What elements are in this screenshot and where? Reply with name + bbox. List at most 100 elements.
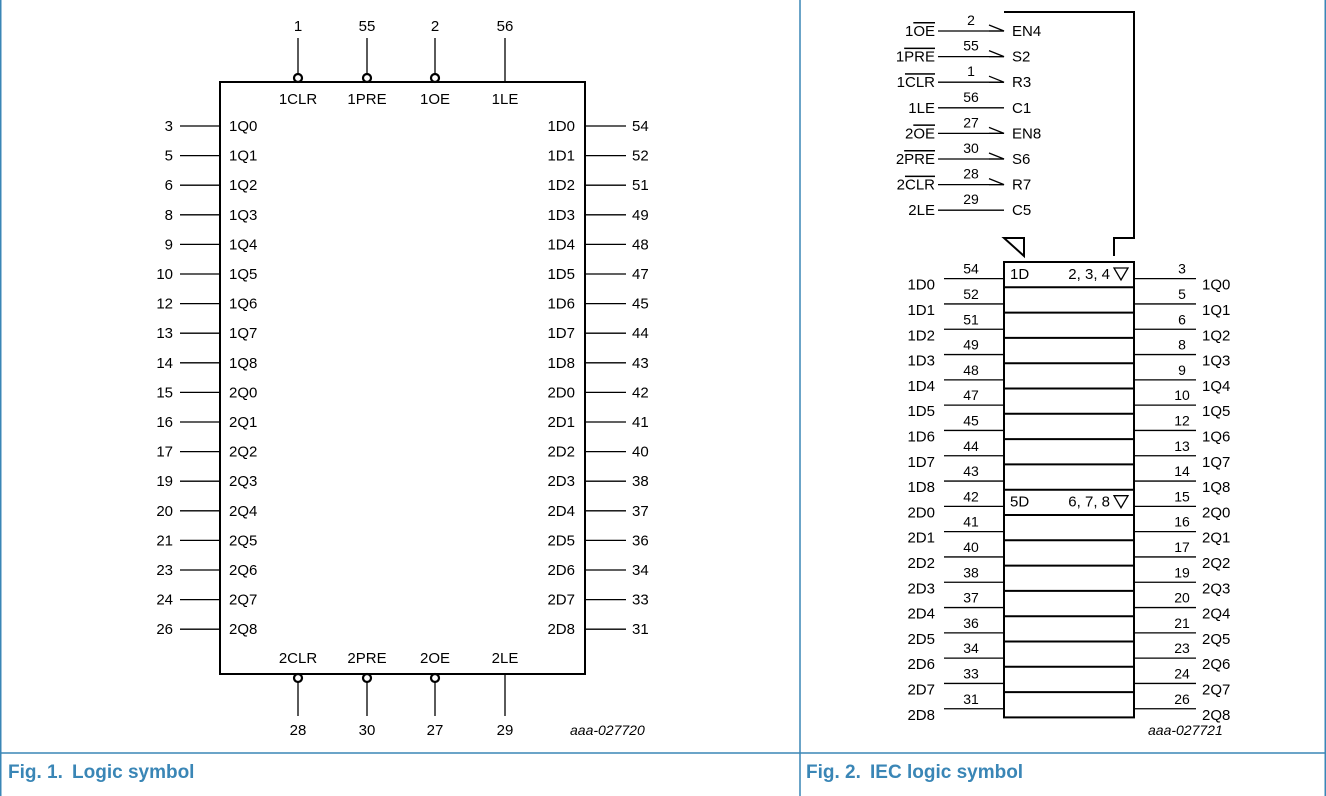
- pin-number: 2: [967, 12, 975, 28]
- inversion-bubble: [431, 674, 439, 682]
- pin-label: 2D0: [547, 384, 575, 401]
- output-label: 2Q4: [1202, 606, 1230, 623]
- input-label: 2D0: [907, 504, 935, 521]
- pin-number: 51: [632, 177, 649, 194]
- pin-number: 16: [1174, 514, 1190, 530]
- pin-number: 23: [156, 562, 173, 579]
- pin-number: 20: [1174, 590, 1190, 606]
- pin-label: 1CLR: [279, 91, 318, 108]
- negation-indicator: [989, 179, 1004, 185]
- qualifier-label: EN4: [1012, 23, 1041, 40]
- output-label: 2Q7: [1202, 681, 1230, 698]
- signal-prefix: 2: [905, 125, 913, 142]
- pin-number: 55: [963, 38, 979, 54]
- signal-prefix: 1: [897, 74, 905, 91]
- qualifier-label: C5: [1012, 202, 1031, 219]
- pin-label: 2D2: [547, 444, 575, 461]
- pin-number: 1: [294, 18, 302, 35]
- pin-label: 1D4: [547, 236, 575, 253]
- pin-number: 42: [632, 384, 649, 401]
- pin-number: 30: [359, 722, 376, 739]
- signal-prefix: 1LE: [908, 100, 935, 117]
- input-label: 2D2: [907, 555, 935, 572]
- pin-label: 1D5: [547, 266, 575, 283]
- pin-number: 23: [1174, 640, 1190, 656]
- inversion-bubble: [294, 674, 302, 682]
- pin-label: 1Q7: [229, 325, 257, 342]
- pin-label: 1Q5: [229, 266, 257, 283]
- pin-number: 10: [156, 266, 173, 283]
- pin-label: 1D3: [547, 207, 575, 224]
- input-label: 1D1: [907, 302, 935, 319]
- output-label: 1Q4: [1202, 378, 1230, 395]
- signal-name: 2LE: [908, 202, 935, 219]
- output-label: 2Q6: [1202, 656, 1230, 673]
- output-delay-triangle: [1114, 496, 1128, 508]
- input-label: 2D5: [907, 631, 935, 648]
- pin-number: 34: [963, 640, 979, 656]
- pin-label: 1LE: [492, 91, 519, 108]
- input-label: 1D2: [907, 327, 935, 344]
- pin-number: 19: [156, 473, 173, 490]
- pin-number: 40: [632, 444, 649, 461]
- pin-label: 1D6: [547, 296, 575, 313]
- figure-code: aaa-027721: [1148, 722, 1223, 738]
- output-label: 2Q3: [1202, 580, 1230, 597]
- pin-number: 45: [632, 296, 649, 313]
- pin-label: 2LE: [492, 650, 519, 667]
- pin-number: 43: [963, 463, 979, 479]
- pin-label: 2PRE: [347, 650, 386, 667]
- pin-label: 1D1: [547, 148, 575, 165]
- cell-dependency: 2, 3, 4: [1068, 266, 1110, 283]
- pin-number: 45: [963, 412, 979, 428]
- signal-name: 1PRE: [896, 49, 935, 66]
- pin-label: 1D8: [547, 355, 575, 372]
- pin-label: 1PRE: [347, 91, 386, 108]
- pin-label: 2CLR: [279, 650, 318, 667]
- pin-number: 6: [1178, 311, 1186, 327]
- pin-number: 9: [1178, 362, 1186, 378]
- pin-label: 2D8: [547, 621, 575, 638]
- pin-label: 1D0: [547, 118, 575, 135]
- signal-prefix: 2: [897, 177, 905, 194]
- figure-number: Fig. 2.: [806, 762, 870, 784]
- signal-prefix: 2: [896, 151, 904, 168]
- pin-number: 54: [963, 261, 979, 277]
- pin-label: 2Q4: [229, 503, 257, 520]
- pin-label: 1Q2: [229, 177, 257, 194]
- pin-label: 1Q4: [229, 236, 257, 253]
- signal-overbar: OE: [913, 23, 935, 40]
- pin-number: 43: [632, 355, 649, 372]
- pin-number: 27: [427, 722, 444, 739]
- pin-number: 3: [165, 118, 173, 135]
- pin-number: 17: [156, 444, 173, 461]
- signal-overbar: OE: [913, 125, 935, 142]
- pin-label: 2Q6: [229, 562, 257, 579]
- output-label: 1Q1: [1202, 302, 1230, 319]
- pin-label: 1Q6: [229, 296, 257, 313]
- cell-qualifier: 5D: [1010, 494, 1029, 511]
- output-label: 1Q6: [1202, 428, 1230, 445]
- qualifier-label: EN8: [1012, 125, 1041, 142]
- pin-number: 49: [963, 337, 979, 353]
- signal-overbar: CLR: [905, 74, 935, 91]
- inversion-bubble: [363, 74, 371, 82]
- pin-number: 36: [632, 532, 649, 549]
- pin-number: 15: [156, 384, 173, 401]
- pin-label: 2Q5: [229, 532, 257, 549]
- qualifier-label: R7: [1012, 177, 1031, 194]
- pin-number: 37: [963, 590, 979, 606]
- pin-number: 28: [963, 166, 979, 182]
- pin-number: 40: [963, 539, 979, 555]
- output-label: 1Q2: [1202, 327, 1230, 344]
- pin-number: 31: [963, 691, 979, 707]
- pin-number: 13: [1174, 438, 1190, 454]
- output-label: 2Q1: [1202, 530, 1230, 547]
- pin-number: 30: [963, 140, 979, 156]
- cell-dependency: 6, 7, 8: [1068, 494, 1110, 511]
- pin-number: 47: [963, 387, 979, 403]
- pin-number: 26: [1174, 691, 1190, 707]
- pin-number: 24: [1174, 665, 1190, 681]
- negation-indicator: [989, 76, 1004, 82]
